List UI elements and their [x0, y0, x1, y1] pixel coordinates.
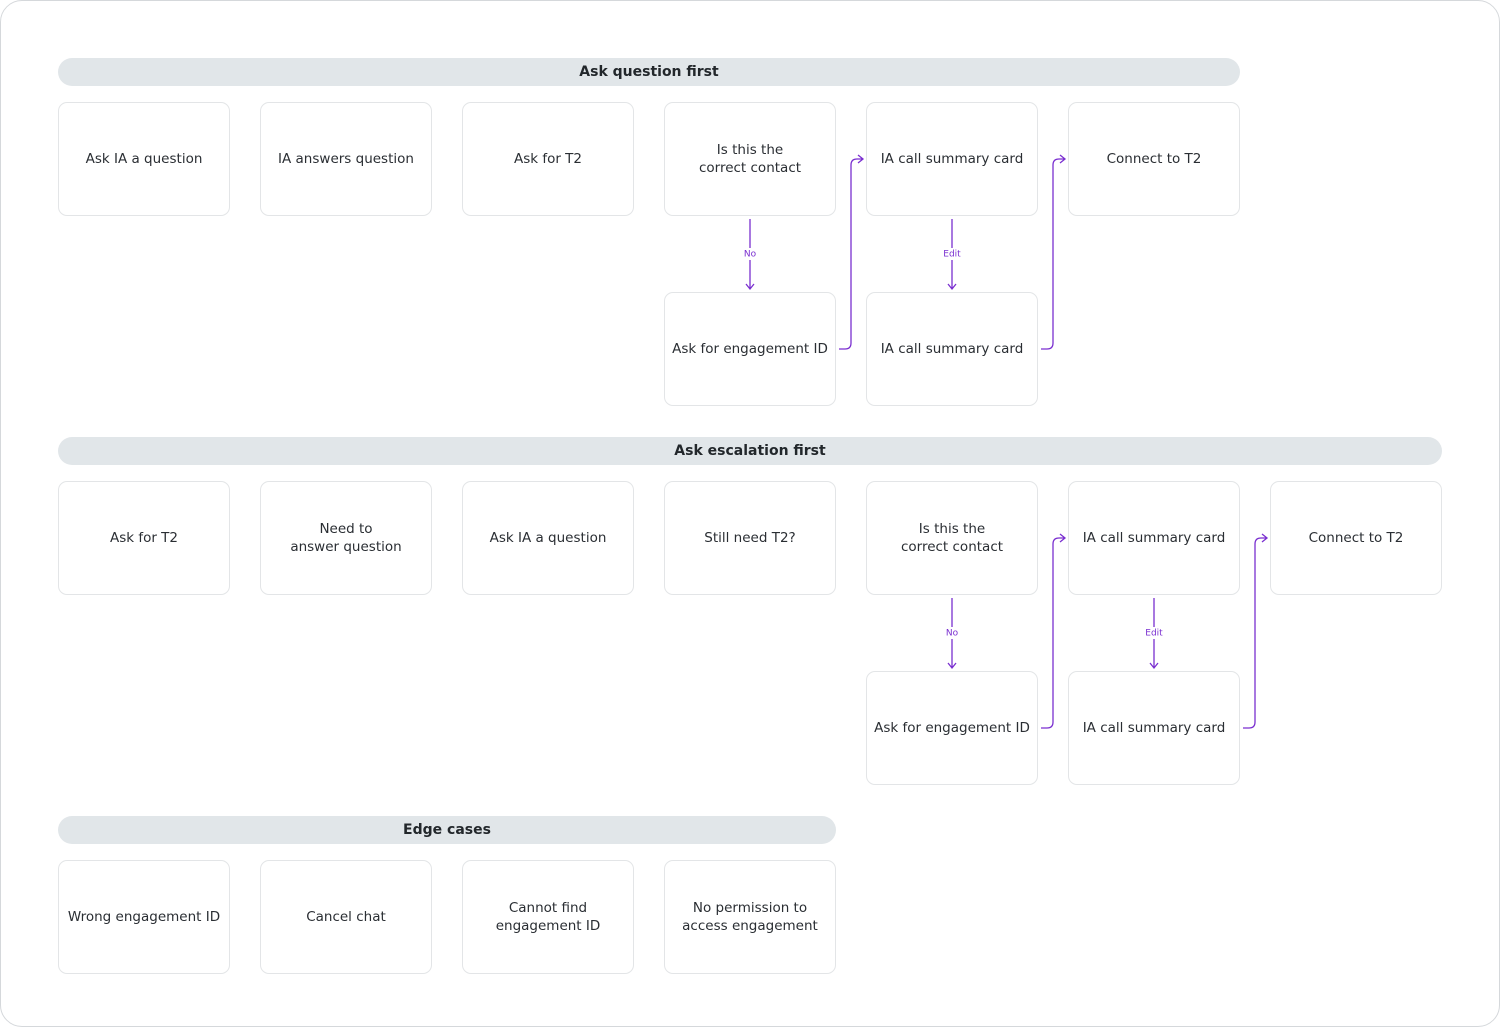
step-card: Ask for T2 [462, 102, 634, 216]
edge-label: Edit [943, 250, 961, 260]
edge-label-bg [938, 627, 966, 639]
connector [1041, 154, 1067, 350]
step-card: Ask IA a question [462, 481, 634, 595]
step-card: IA call summary card [866, 102, 1038, 216]
branch-card: IA call summary card [866, 292, 1038, 406]
step-card: Ask IA a question [58, 102, 230, 216]
edge-label-bg [736, 248, 764, 260]
branch-card: Ask for engagement ID [866, 671, 1038, 785]
connector [839, 154, 865, 350]
step-card: IA answers question [260, 102, 432, 216]
edge-label: No [946, 629, 959, 639]
step-card: Connect to T2 [1270, 481, 1442, 595]
step-card: Ask for T2 [58, 481, 230, 595]
section-header: Ask escalation first [58, 437, 1442, 465]
edge-label-bg [938, 248, 966, 260]
step-card: Need to answer question [260, 481, 432, 595]
step-card: Cannot find engagement ID [462, 860, 634, 974]
edge-label-bg [1140, 627, 1168, 639]
step-card: Connect to T2 [1068, 102, 1240, 216]
edge-label: Edit [1145, 629, 1163, 639]
step-card: No permission to access engagement [664, 860, 836, 974]
step-card: Cancel chat [260, 860, 432, 974]
step-card: Is this the correct contact [664, 102, 836, 216]
step-card: Is this the correct contact [866, 481, 1038, 595]
section-header: Edge cases [58, 816, 836, 844]
step-card: Still need T2? [664, 481, 836, 595]
connector [1041, 533, 1067, 729]
connector [1243, 533, 1269, 729]
step-card: Wrong engagement ID [58, 860, 230, 974]
section-header: Ask question first [58, 58, 1240, 86]
edge-label: No [744, 250, 757, 260]
branch-card: Ask for engagement ID [664, 292, 836, 406]
step-card: IA call summary card [1068, 481, 1240, 595]
branch-card: IA call summary card [1068, 671, 1240, 785]
